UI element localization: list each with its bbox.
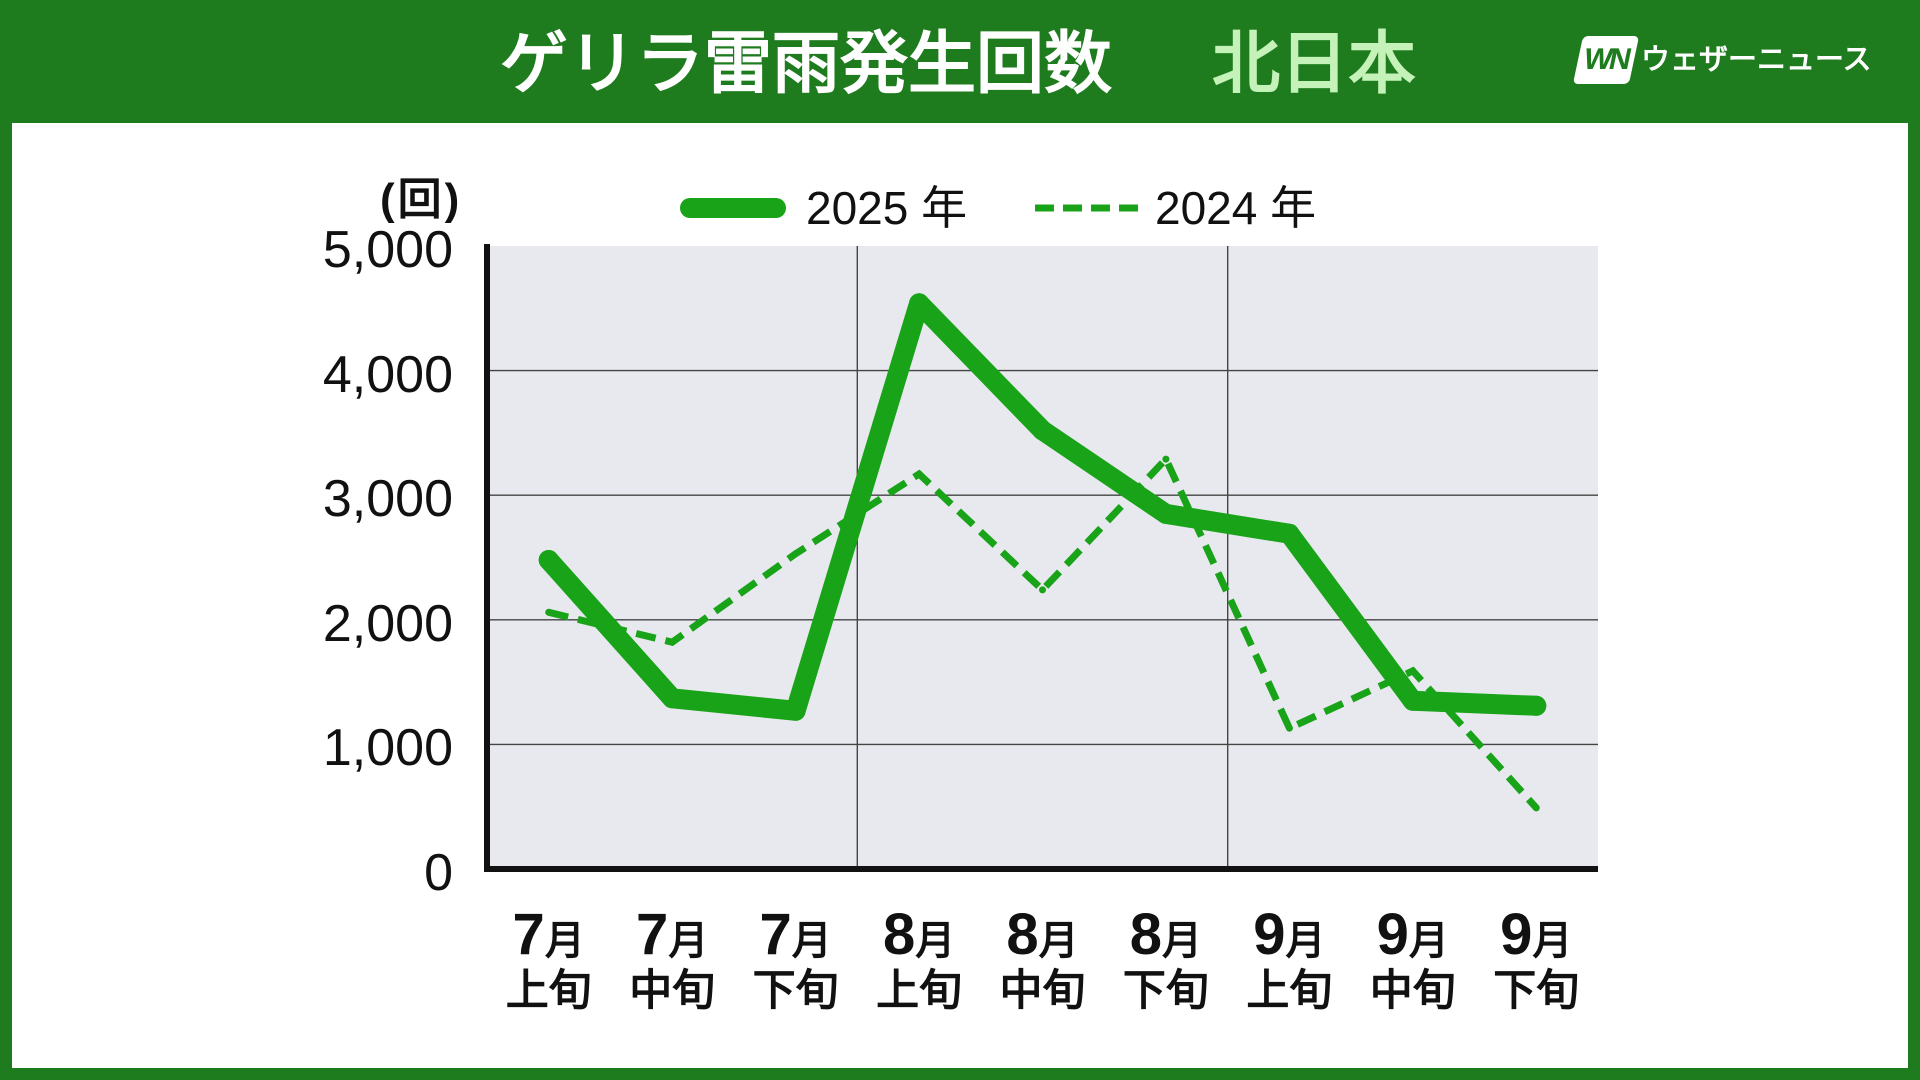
x-tick-month: 9月 [1376, 902, 1449, 967]
x-tick-period: 上旬 [505, 967, 592, 1015]
weathernews-logo: WN ウェザーニュース [1572, 30, 1894, 90]
y-tick-label: 0 [424, 844, 453, 902]
data-point-2024 [545, 608, 553, 616]
data-point-2024 [1162, 455, 1170, 463]
x-tick-label: 7月 下旬 [726, 905, 866, 1017]
data-point-2024 [1409, 667, 1417, 675]
chart-title: ゲリラ雷雨発生回数 [500, 26, 1113, 102]
data-point-2024 [668, 638, 676, 646]
y-tick-label: 5,000 [322, 221, 453, 279]
x-tick-period: 下旬 [752, 967, 839, 1015]
x-tick-label: 9月 下旬 [1466, 905, 1606, 1017]
y-tick-label: 3,000 [322, 470, 453, 529]
chart-panel: 2025 年 2024 年 (回) 0 1,000 2,000 3,000 4,000 5… [12, 123, 1908, 1068]
legend-swatch-dashed-line [1035, 204, 1138, 212]
x-tick-period: 上旬 [1246, 967, 1333, 1015]
x-tick-label: 8月 上旬 [849, 905, 989, 1017]
series-2025 [538, 293, 1547, 721]
data-point-2025 [1279, 523, 1300, 544]
x-tick-label: 9月 中旬 [1343, 905, 1483, 1017]
data-point-2024 [792, 550, 800, 558]
x-tick-label: 7月 上旬 [479, 905, 619, 1017]
title-bar: ゲリラ雷雨発生回数 北日本 WN ウェザーニュース [0, 0, 1920, 123]
x-tick-period: 中旬 [1369, 967, 1456, 1015]
legend-swatch-solid-line [680, 198, 786, 218]
data-point-2024 [1285, 724, 1293, 732]
data-point-2025 [1155, 503, 1176, 524]
plot-area [484, 244, 1598, 872]
plot-background [487, 246, 1598, 869]
x-tick-month: 9月 [1253, 902, 1326, 967]
x-tick-month: 9月 [1500, 902, 1573, 967]
brand-name: ウェザーニュース [1641, 44, 1872, 76]
data-point-2025 [1526, 695, 1547, 716]
x-tick-label: 9月 上旬 [1219, 905, 1359, 1017]
x-tick-period: 中旬 [999, 967, 1086, 1015]
x-tick-month: 7月 [512, 902, 585, 967]
wn-logo-icon: WN [1572, 36, 1640, 84]
x-tick-month: 8月 [1006, 902, 1079, 967]
data-point-2025 [909, 293, 930, 314]
series-2024 [545, 452, 1540, 812]
data-point-2025 [662, 688, 683, 709]
data-point-2025 [785, 700, 806, 721]
data-point-2024 [1039, 586, 1046, 594]
legend-label-2025: 2025 年 [806, 182, 968, 234]
x-tick-month: 7月 [759, 902, 832, 967]
x-tick-label: 7月 中旬 [602, 905, 742, 1017]
legend-label-2024: 2024 年 [1155, 182, 1317, 234]
x-tick-period: 下旬 [1493, 967, 1580, 1015]
x-tick-period: 下旬 [1122, 967, 1209, 1015]
data-point-2025 [1032, 420, 1053, 441]
data-point-2025 [538, 550, 559, 570]
y-tick-label: 4,000 [322, 345, 453, 404]
wn-logo-text: WN [1580, 43, 1632, 76]
x-tick-month: 7月 [636, 902, 709, 967]
x-tick-month: 8月 [1129, 902, 1203, 967]
data-point-2024 [1532, 804, 1540, 812]
y-tick-label: 2,000 [322, 594, 453, 653]
x-tick-period: 中旬 [629, 967, 716, 1015]
y-tick-label: 1,000 [322, 719, 453, 778]
data-point-2024 [915, 470, 923, 478]
region-subtitle: 北日本 [1212, 26, 1417, 102]
y-axis-unit-label: (回) [380, 175, 463, 224]
x-tick-period: 上旬 [876, 967, 963, 1015]
data-point-2025 [1402, 690, 1423, 711]
x-tick-label: 8月 中旬 [973, 905, 1113, 1017]
x-tick-label: 8月 下旬 [1096, 905, 1236, 1017]
x-tick-month: 8月 [882, 902, 956, 967]
